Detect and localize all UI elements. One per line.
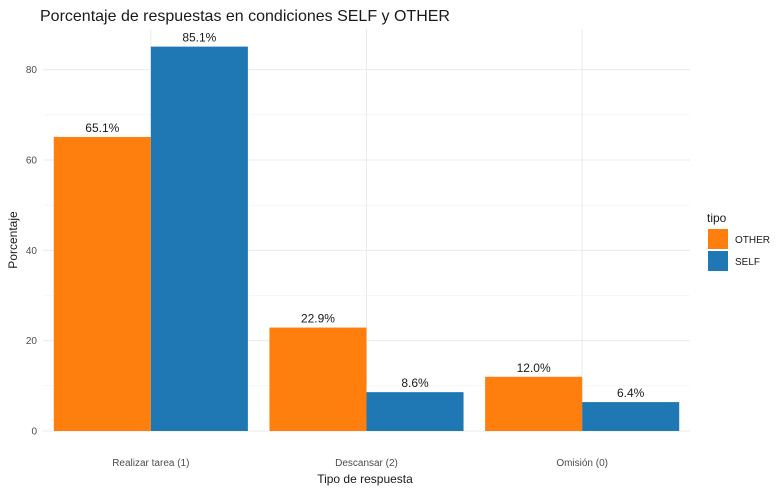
legend-key-self [708, 251, 728, 271]
bars [53, 46, 680, 432]
bar-other [269, 327, 367, 431]
legend-label: SELF [735, 257, 760, 268]
y-axis-title: Porcentaje [6, 211, 20, 269]
bar-self [582, 402, 680, 431]
data-label: 85.1% [182, 31, 216, 45]
y-tick-label: 0 [31, 427, 37, 438]
legend-title: tipo [707, 211, 727, 225]
bar-other [485, 376, 583, 431]
x-tick-label: Realizar tarea (1) [112, 458, 189, 469]
y-tick-label: 80 [26, 65, 38, 76]
data-labels: 65.1% 85.1% 22.9% 8.6% 12.0% 6.4% [85, 31, 644, 400]
data-label: 6.4% [617, 386, 645, 400]
data-label: 8.6% [401, 376, 429, 390]
x-axis-ticks: Realizar tarea (1) Descansar (2) Omisión (… [112, 458, 608, 469]
chart-title: Porcentaje de respuestas en condiciones … [40, 8, 450, 25]
bar-self [150, 46, 248, 432]
y-tick-label: 60 [26, 155, 38, 166]
x-axis-title: Tipo de respuesta [317, 472, 413, 486]
y-axis-ticks: 0 20 40 60 80 [26, 65, 38, 437]
legend-label: OTHER [735, 235, 770, 246]
legend: tipo OTHER SELF [707, 211, 770, 271]
data-label: 65.1% [85, 121, 119, 135]
data-label: 12.0% [517, 361, 551, 375]
y-tick-label: 20 [26, 336, 38, 347]
x-tick-label: Omisión (0) [556, 458, 608, 469]
legend-key-other [708, 229, 728, 249]
y-tick-label: 40 [26, 246, 38, 257]
bar-self [366, 392, 464, 431]
bar-other [53, 136, 151, 431]
data-label: 22.9% [301, 312, 335, 326]
x-tick-label: Descansar (2) [335, 458, 398, 469]
